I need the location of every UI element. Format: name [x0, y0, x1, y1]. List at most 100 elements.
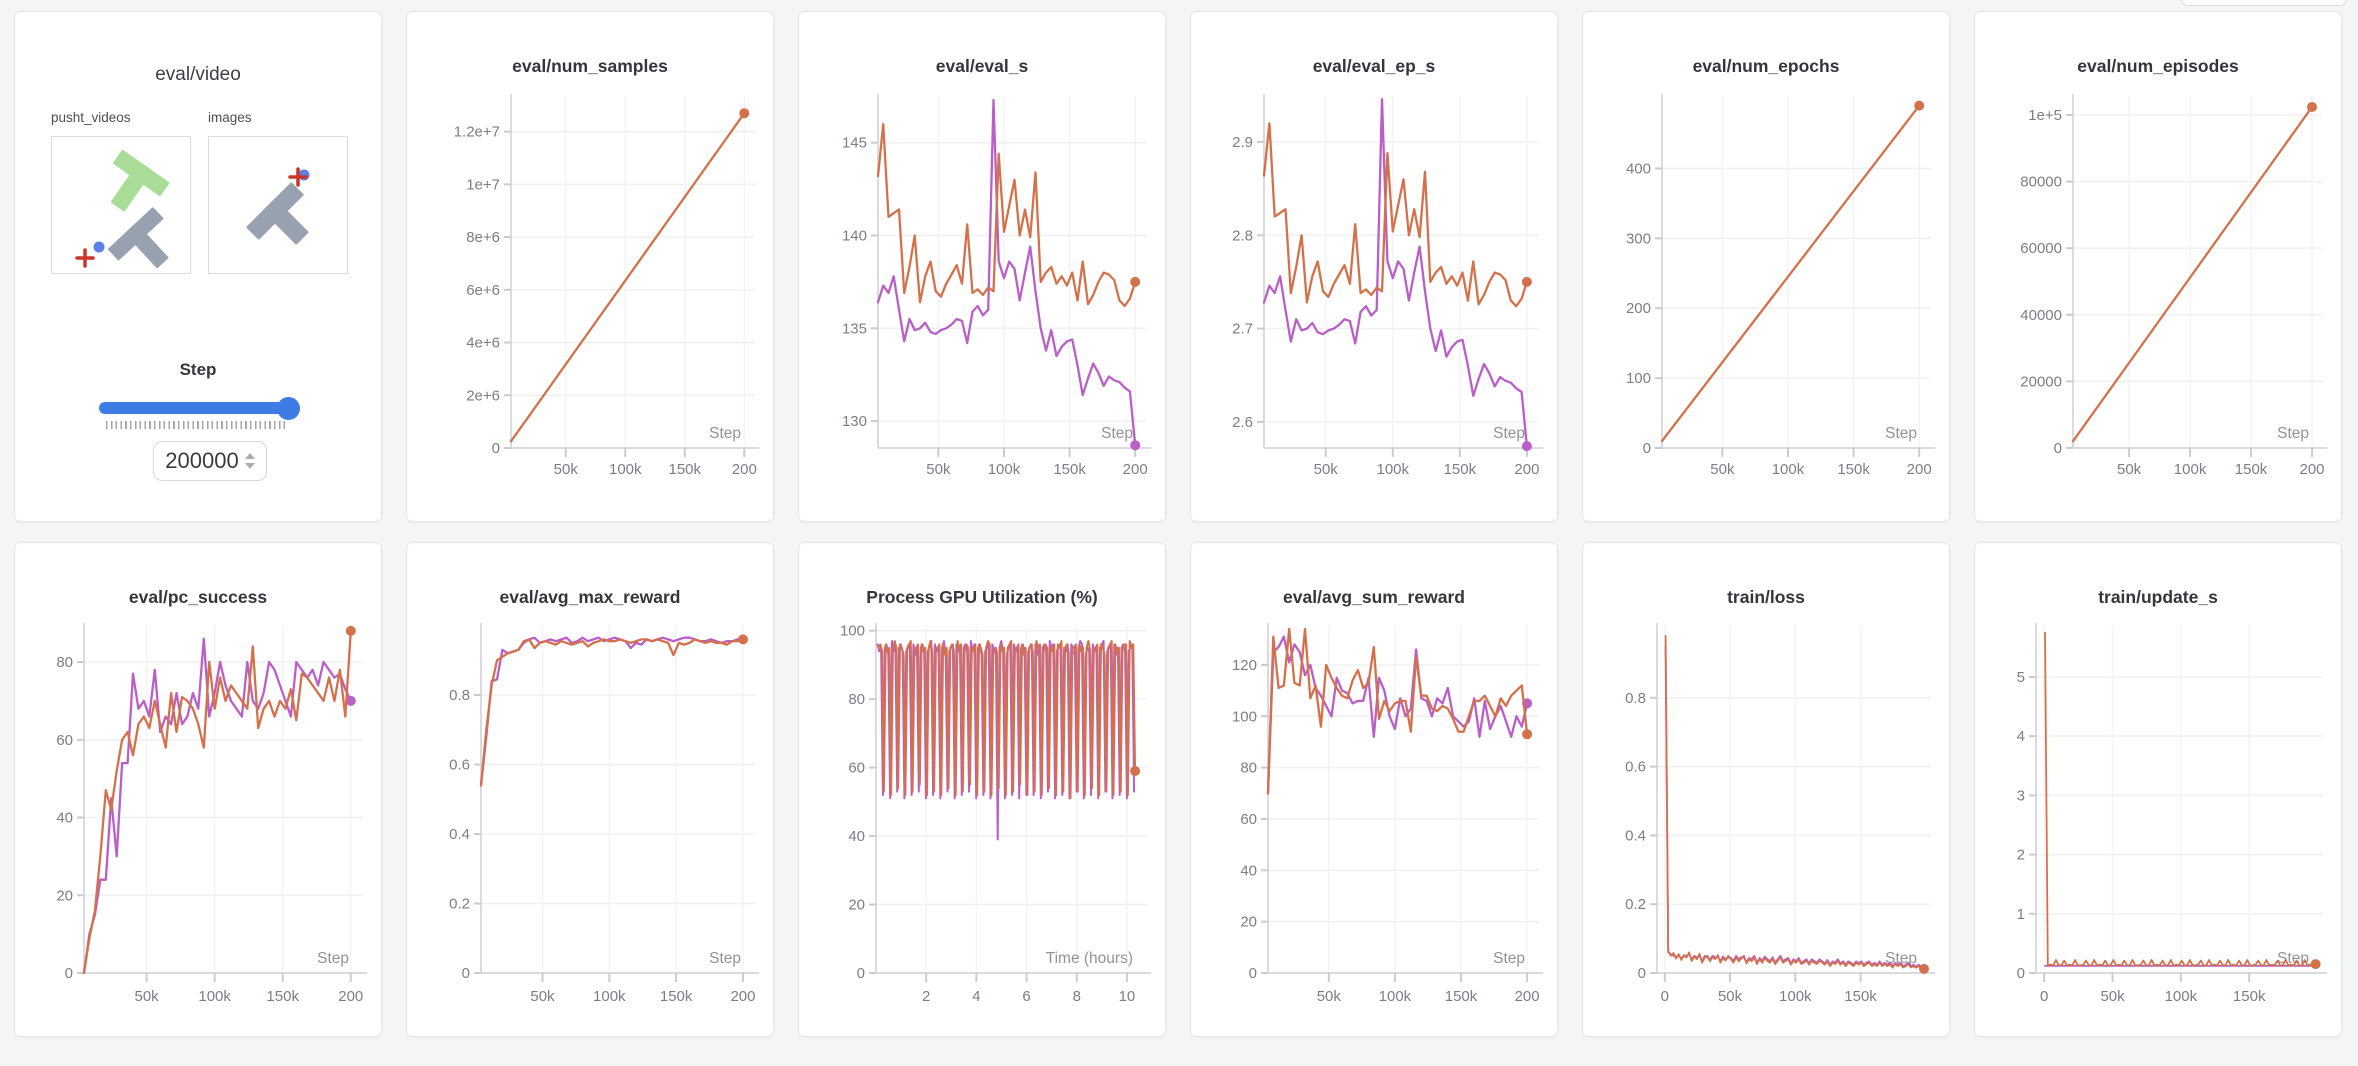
svg-text:2.8: 2.8	[1232, 227, 1253, 244]
step-slider[interactable]	[99, 402, 299, 414]
svg-text:100k: 100k	[198, 988, 231, 1005]
step-slider-thumb[interactable]	[277, 397, 300, 420]
svg-text:5: 5	[2017, 669, 2025, 686]
svg-text:Step: Step	[709, 950, 741, 967]
svg-text:0: 0	[492, 440, 500, 457]
svg-text:0.2: 0.2	[449, 896, 470, 913]
svg-text:150k: 150k	[266, 988, 299, 1005]
svg-text:200: 200	[1515, 988, 1540, 1005]
svg-text:0: 0	[2040, 988, 2048, 1005]
svg-text:4e+6: 4e+6	[466, 335, 500, 352]
svg-text:100k: 100k	[2165, 988, 2198, 1005]
svg-text:130: 130	[842, 413, 867, 430]
panel-title: eval/pc_success	[128, 587, 268, 607]
svg-text:60: 60	[56, 732, 73, 749]
svg-text:0.4: 0.4	[1625, 827, 1646, 844]
svg-text:150k: 150k	[1844, 988, 1877, 1005]
line-chart[interactable]: 50k 100k 150k 200 0 20 40 60 80 100 120 Step	[1191, 543, 1556, 1035]
svg-text:50k: 50k	[926, 461, 951, 478]
svg-text:Step: Step	[1493, 425, 1525, 442]
svg-text:100: 100	[1626, 370, 1651, 387]
svg-text:100k: 100k	[593, 988, 626, 1005]
svg-text:50k: 50k	[1718, 988, 1743, 1005]
svg-text:0: 0	[462, 965, 470, 982]
panel-title: eval/num_epochs	[1692, 56, 1840, 76]
line-chart[interactable]: 50k 100k 150k 200 0 0.2 0.4 0.6 0.8 Step	[407, 543, 772, 1035]
svg-text:200: 200	[2300, 461, 2325, 478]
svg-text:145: 145	[842, 135, 867, 152]
svg-text:200: 200	[1907, 461, 1932, 478]
step-slider-label: Step	[179, 360, 217, 379]
svg-text:Step: Step	[317, 950, 349, 967]
svg-text:150k: 150k	[1053, 461, 1086, 478]
panel-title: eval/eval_ep_s	[1312, 56, 1436, 76]
svg-text:100k: 100k	[988, 461, 1021, 478]
panel-eval-avg-sum-reward: eval/avg_sum_reward 50k 100k 150k 200 0 20 40 6…	[1190, 542, 1558, 1037]
agent-dot	[298, 169, 310, 181]
line-chart[interactable]: 50k 100k 150k 200 0 100 200 300 400 Step	[1583, 12, 1948, 520]
video-thumbnail-images[interactable]	[208, 136, 348, 274]
step-number-input[interactable]: 200000	[153, 441, 267, 481]
line-chart[interactable]: 50k 100k 150k 200 0 2e+6 4e+6 6e+6 8e+6 1e+7 1.2e+…	[407, 12, 772, 520]
line-chart[interactable]: 50k 100k 150k 200 130 135 140 145 Step	[799, 12, 1164, 520]
svg-text:0: 0	[1643, 440, 1651, 457]
svg-text:60000: 60000	[2020, 240, 2062, 257]
svg-text:80000: 80000	[2020, 174, 2062, 191]
svg-text:2e+6: 2e+6	[466, 387, 500, 404]
svg-text:0: 0	[1638, 965, 1646, 982]
svg-text:200: 200	[1626, 300, 1651, 317]
svg-text:0.6: 0.6	[1625, 759, 1646, 776]
video-label-pusht-videos: pusht_videos	[51, 110, 131, 125]
green-t-shape	[110, 149, 170, 212]
panel-title: eval/video	[155, 64, 241, 85]
panel-title: eval/num_episodes	[2077, 56, 2239, 76]
svg-text:0: 0	[65, 965, 73, 982]
panel-eval-pc-success: eval/pc_success 50k 100k 150k 200 0 20 40 60 80 S…	[14, 542, 382, 1037]
svg-text:200: 200	[1514, 461, 1539, 478]
svg-text:50k: 50k	[1314, 461, 1339, 478]
svg-text:20: 20	[848, 897, 865, 914]
svg-text:50k: 50k	[1317, 988, 1342, 1005]
svg-text:Step: Step	[1101, 425, 1133, 442]
svg-text:1.2e+7: 1.2e+7	[454, 124, 500, 141]
panel-eval-num-samples: eval/num_samples 50k 100k 150k 200 0 2e+6 4e+6…	[406, 11, 774, 522]
target-cross-icon	[75, 248, 95, 268]
svg-text:100k: 100k	[609, 461, 642, 478]
line-chart[interactable]: 50k 100k 150k 200 0 20 40 60 80 Step	[15, 543, 380, 1035]
svg-text:150k: 150k	[2233, 988, 2266, 1005]
svg-text:8e+6: 8e+6	[466, 229, 500, 246]
svg-text:20: 20	[1240, 914, 1257, 931]
svg-text:200: 200	[732, 461, 757, 478]
svg-text:60: 60	[848, 760, 865, 777]
svg-text:100k: 100k	[1377, 461, 1410, 478]
pusht-video-frame	[75, 149, 170, 269]
svg-text:80: 80	[848, 691, 865, 708]
spinner-down-icon[interactable]	[244, 463, 255, 469]
svg-text:2: 2	[922, 988, 930, 1005]
svg-text:100k: 100k	[2174, 461, 2207, 478]
step-slider-ruler	[106, 421, 287, 429]
panel-train-loss: train/loss 0 50k 100k 150k 0 0.2 0.4 0.6 0.8 Step	[1582, 542, 1950, 1037]
svg-text:2: 2	[2017, 847, 2025, 864]
svg-text:20: 20	[56, 887, 73, 904]
svg-text:150k: 150k	[1444, 461, 1477, 478]
line-chart[interactable]: 50k 100k 150k 200 0 20000 40000 60000 80000 1e+5 S…	[1975, 12, 2340, 520]
svg-text:50k: 50k	[1710, 461, 1735, 478]
svg-text:Step: Step	[709, 425, 741, 442]
line-chart[interactable]: 50k 100k 150k 200 2.6 2.7 2.8 2.9 Step	[1191, 12, 1556, 520]
spinner-up-icon[interactable]	[244, 453, 255, 459]
video-thumbnail-pusht[interactable]	[51, 136, 191, 274]
stepper-buttons	[244, 453, 255, 469]
gray-t-shape	[108, 207, 169, 269]
agent-dot	[93, 241, 105, 253]
svg-text:135: 135	[842, 320, 867, 337]
svg-text:20000: 20000	[2020, 373, 2062, 390]
video-label-images: images	[208, 110, 252, 125]
svg-text:50k: 50k	[554, 461, 579, 478]
panel-eval-num-epochs: eval/num_epochs 50k 100k 150k 200 0 100 200 300…	[1582, 11, 1950, 522]
svg-text:1e+7: 1e+7	[466, 176, 500, 193]
